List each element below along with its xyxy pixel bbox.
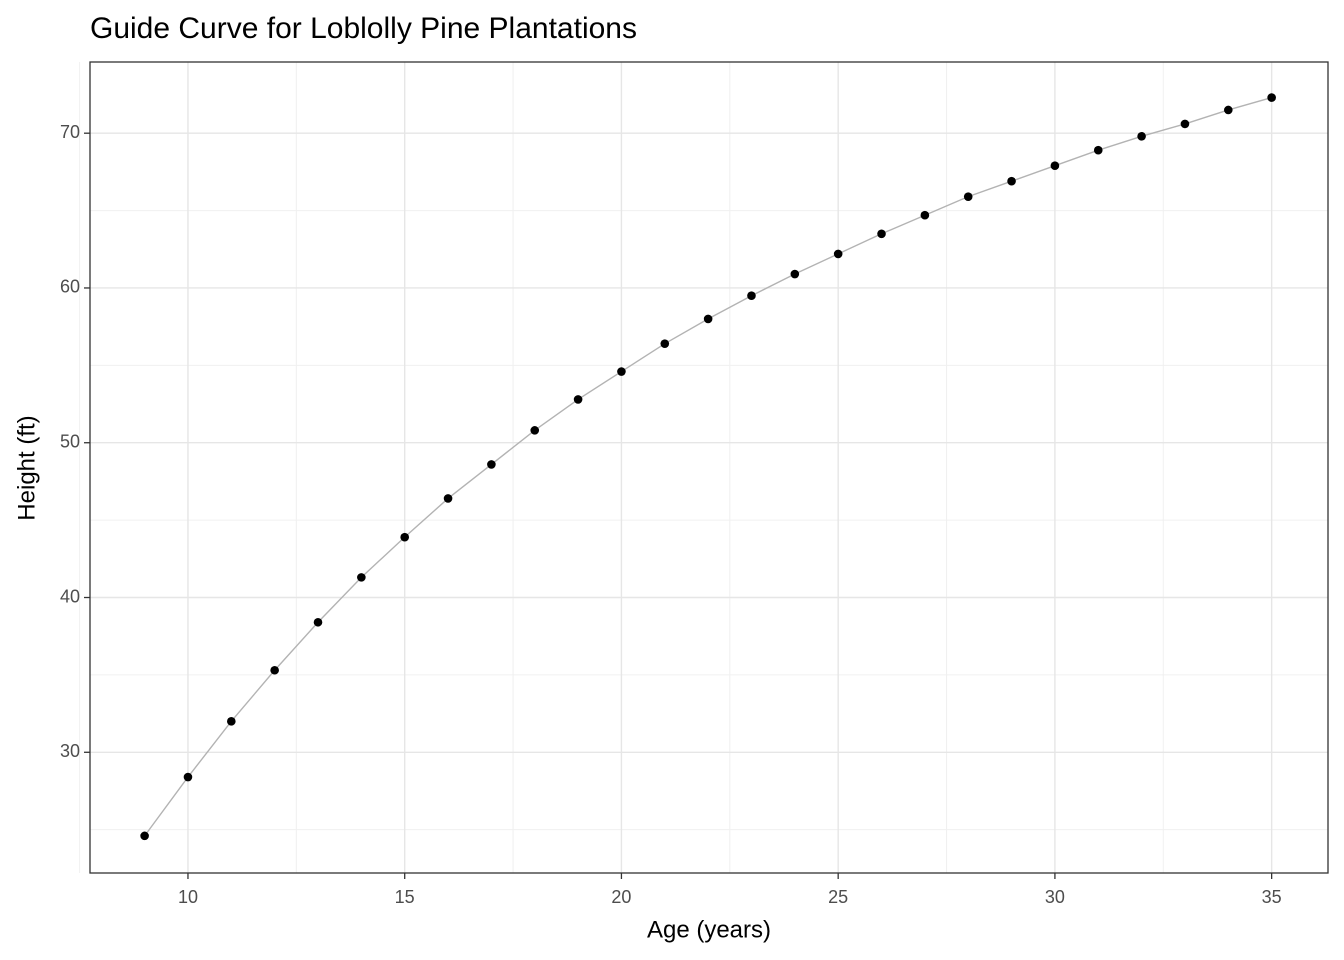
point: [487, 460, 496, 469]
point: [573, 395, 583, 404]
point: [140, 831, 149, 841]
y-tick-label: 70: [60, 122, 80, 142]
y-tick-label: 30: [60, 741, 80, 761]
point: [617, 367, 626, 376]
point: [1007, 176, 1016, 186]
y-tick-label: 50: [60, 431, 80, 451]
y-tick-label: 40: [60, 586, 80, 606]
point: [1267, 93, 1276, 102]
plot-marks: [140, 93, 1276, 841]
x-tick-label: 10: [178, 887, 198, 907]
point: [963, 192, 973, 201]
point: [833, 249, 843, 259]
point: [400, 532, 410, 542]
x-tick-label: 20: [611, 887, 631, 907]
point: [703, 314, 713, 324]
point: [1180, 119, 1190, 129]
point: [530, 426, 540, 435]
point: [877, 229, 886, 239]
point: [357, 573, 366, 582]
point: [920, 210, 930, 220]
point: [660, 339, 670, 348]
panel-border: [89, 61, 1329, 874]
x-tick-label: 15: [395, 887, 415, 907]
point: [1093, 145, 1103, 155]
point: [183, 772, 193, 782]
y-tick-label: 60: [60, 277, 80, 297]
x-tick-label: 30: [1045, 887, 1065, 907]
x-tick-label: 35: [1262, 887, 1282, 907]
x-tick-label: 25: [828, 887, 848, 907]
point: [443, 494, 453, 503]
point: [1224, 105, 1233, 115]
x-axis-title: Age (years): [647, 916, 771, 943]
point: [790, 269, 800, 279]
point: [313, 617, 323, 627]
y-axis-title: Height (ft): [13, 415, 40, 520]
point: [747, 291, 756, 301]
point: [270, 665, 279, 675]
grid: [79, 62, 1328, 873]
chart-title: Guide Curve for Loblolly Pine Plantation…: [90, 12, 637, 45]
point: [1050, 161, 1060, 170]
point: [1137, 131, 1146, 141]
point: [227, 717, 236, 726]
